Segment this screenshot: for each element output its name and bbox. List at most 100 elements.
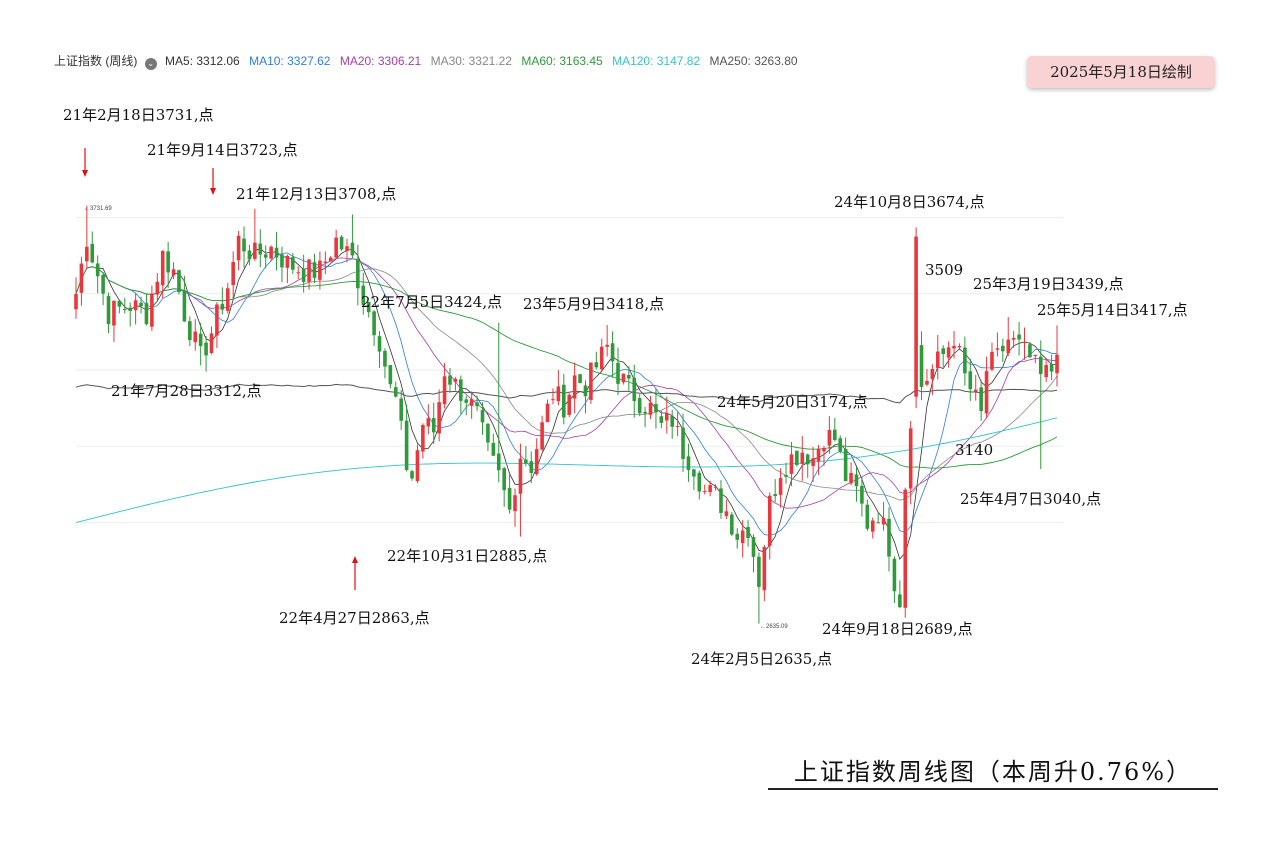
candle-body [963,347,967,374]
candle-body [567,394,572,415]
data-labels: ←3731.69 ←2635.09 [84,206,788,630]
arrow-22-04-27-head [352,556,358,563]
candle-body [106,296,111,325]
candle-body [312,262,317,278]
candle-body [372,311,376,336]
candle-body [453,378,458,382]
candle-body [345,246,349,251]
candle-body [334,237,338,258]
candle-body [952,345,956,349]
candle-body [735,533,740,540]
candle-body [540,422,544,450]
candle-body [1049,364,1054,372]
annotation-25-04-07: 25年4月7日3040,点 [960,490,1102,508]
candle-body [529,461,534,473]
candle-body [1055,354,1059,374]
candle-body [746,527,750,538]
ma60-line [75,266,1058,469]
candle-body [659,416,664,423]
candles [74,205,1059,624]
candle-body [670,415,674,427]
candle-body [117,300,122,307]
candle-body [1028,344,1032,358]
ma5-line [75,248,1058,560]
candle-body [339,236,344,250]
moving-average-lines [75,248,1058,560]
ma-legend: 上证指数 (周线) ⌄ MA5: 3312.06 MA10: 3327.62 M… [54,52,804,70]
candle-body [491,442,496,456]
candle-body [713,486,718,488]
candle-body [930,368,935,380]
candle-body [263,254,268,258]
candle-body [150,293,154,327]
candle-body [767,495,772,546]
candle-body [973,389,978,392]
candle-body [795,450,799,465]
candle-body [507,487,512,510]
candle-body [177,270,181,293]
candle-body [773,494,777,497]
date-badge: 2025年5月18日绘制 [1027,56,1215,88]
candle-body [209,333,214,354]
candle-body [242,238,246,252]
gridlines [76,217,1063,524]
candle-body [833,429,837,440]
candle-body [225,288,230,311]
candle-body [1038,356,1043,375]
candle-body [160,251,165,286]
legend-ma5: MA5: 3312.06 [165,54,240,68]
candle-body [654,404,658,413]
candle-body [188,321,192,341]
candle-body [301,268,306,283]
candle-body [849,472,853,484]
candle-body [469,399,474,406]
candle-body [95,263,100,277]
candle-body [827,429,832,446]
candle-body [648,402,653,415]
candle-body [979,387,983,412]
candle-body [822,447,826,452]
candle-body [90,243,95,263]
candle-body [1044,365,1048,378]
candle-body [800,452,805,464]
candle-body [621,373,626,383]
candle-body [838,438,843,452]
candle-body [182,290,187,322]
candle-body [724,511,729,516]
candle-body [139,302,143,307]
candle-body [366,301,371,313]
candle-body [984,371,989,414]
candle-body [280,254,284,268]
annotation-21-02-18: 21年2月18日3731,点 [63,106,214,124]
candle-body [399,398,403,421]
candle-body [459,379,463,401]
candle-body [751,536,756,557]
candle-body [935,351,940,368]
candle-body [215,304,219,336]
legend-ma120: MA120: 3147.82 [612,54,701,68]
legend-ma20: MA20: 3306.21 [339,54,422,68]
arrow-21-09-14-head [210,188,216,195]
annotation-22-07-05: 22年7月5日3424,点 [361,293,503,311]
candle-body [415,450,420,482]
annotation-22-10-31: 22年10月31日2885,点 [387,547,548,565]
candle-body [990,351,994,370]
candle-body [946,347,951,358]
candle-body [675,426,680,428]
candle-body [404,420,409,471]
candle-body [843,448,848,482]
candle-body [610,343,615,362]
ma250-line [75,383,1058,404]
candle-body [285,255,290,268]
candle-body [876,522,880,524]
chevron-down-icon[interactable]: ⌄ [144,58,157,70]
candle-body [860,485,864,504]
candle-body [426,418,431,427]
candle-body [274,247,279,258]
candle-body [925,380,929,385]
candle-body [101,275,105,294]
candle-body [475,402,479,407]
candle-body [524,459,528,464]
candle-body [881,518,886,525]
